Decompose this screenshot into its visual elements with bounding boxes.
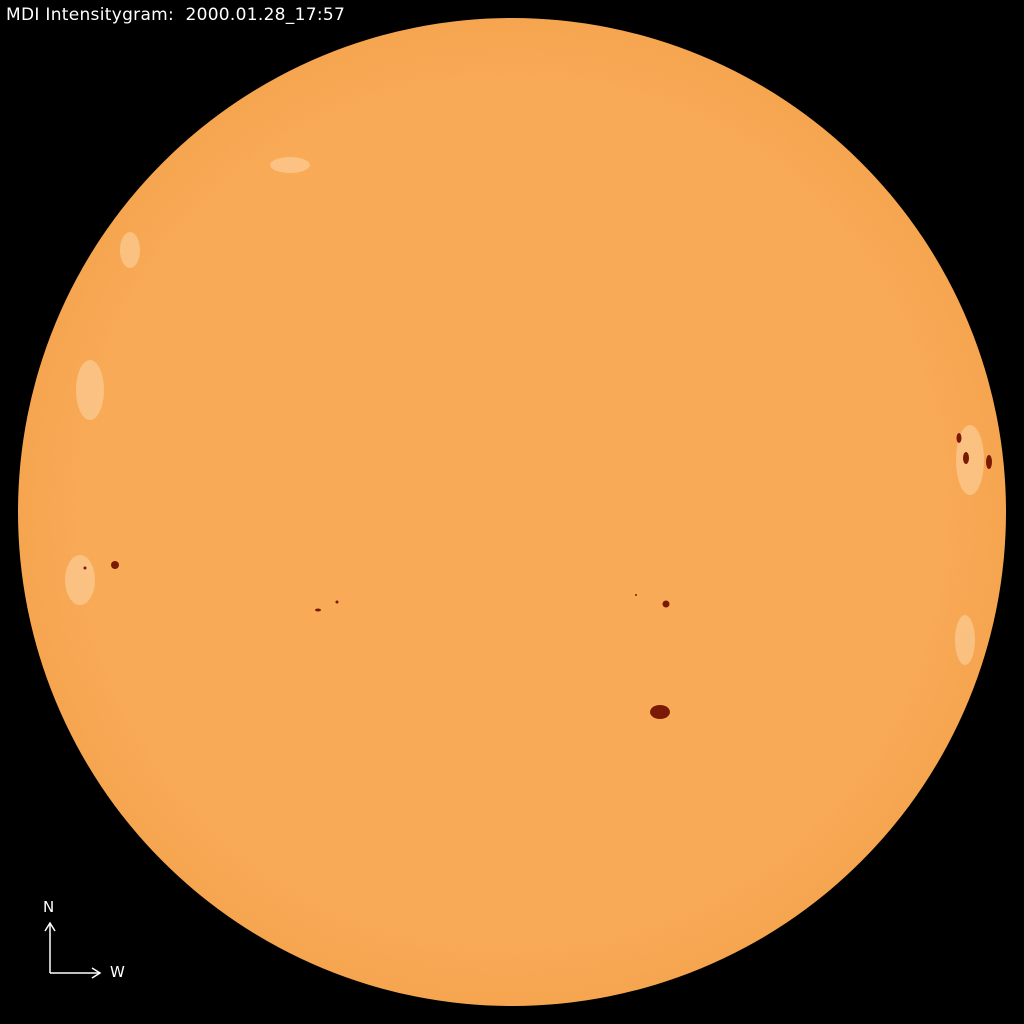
sunspot — [650, 705, 670, 719]
sunspot — [635, 594, 637, 596]
faculae — [65, 157, 984, 665]
sunspot — [662, 600, 670, 608]
sunspot — [963, 452, 969, 464]
granulation-texture — [18, 18, 1006, 1006]
west-label: W — [110, 963, 125, 981]
sunspots — [83, 433, 992, 719]
image-title: MDI Intensitygram: 2000.01.28_17:57 — [6, 5, 346, 25]
sunspot — [986, 455, 992, 469]
sunspot — [111, 561, 119, 569]
north-label: N — [43, 898, 55, 916]
compass-arrows — [44, 921, 102, 979]
sunspot — [956, 433, 962, 443]
sunspot — [315, 608, 321, 612]
sunspot — [83, 566, 87, 570]
sunspot — [335, 600, 339, 604]
